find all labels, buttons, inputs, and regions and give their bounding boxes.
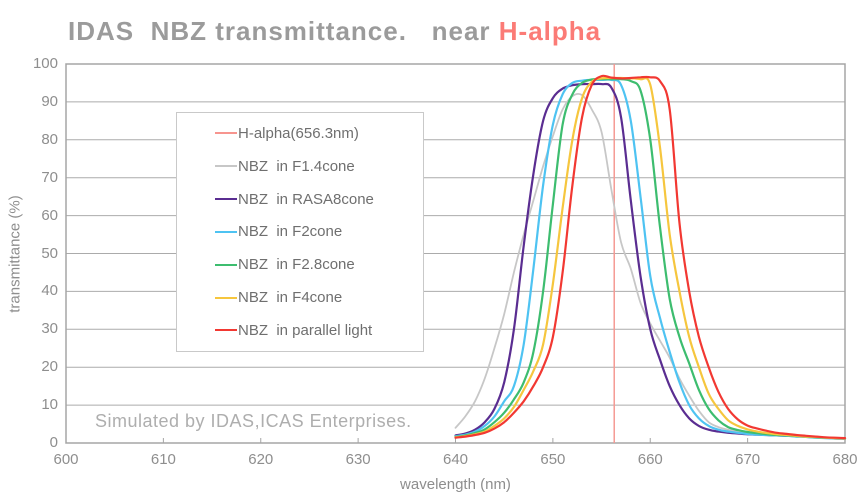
x-tick-label: 670 <box>735 451 761 468</box>
chart-title-main: IDAS NBZ transmittance. near <box>68 16 499 46</box>
y-tick-label: 60 <box>41 206 58 224</box>
y-tick-label: 20 <box>41 358 58 376</box>
y-tick-label: 30 <box>41 320 58 338</box>
legend-item-label: H-alpha(656.3nm) <box>238 124 359 142</box>
y-tick-label: 80 <box>41 130 58 148</box>
y-tick-label: 70 <box>41 168 58 186</box>
legend-swatch-line <box>215 165 237 168</box>
legend-item-label: NBZ in F2.8cone <box>238 256 355 274</box>
legend-box: H-alpha(656.3nm) NBZ in F1.4cone NBZ in RA… <box>176 112 424 352</box>
y-tick-label: 10 <box>41 396 58 414</box>
legend-item: NBZ in F4cone <box>177 289 423 306</box>
legend-item-label: NBZ in parallel light <box>238 321 373 339</box>
x-tick-label: 610 <box>150 451 176 468</box>
legend-swatch-line <box>215 132 237 135</box>
legend-swatch-line <box>215 296 237 299</box>
x-tick-label: 680 <box>832 451 858 468</box>
x-axis-title: wavelength (nm) <box>400 476 511 493</box>
x-tick-label: 600 <box>53 451 79 468</box>
legend-item: NBZ in parallel light <box>177 322 423 339</box>
chart-title: IDAS NBZ transmittance. near H-alpha <box>68 16 601 47</box>
legend-swatch-line <box>215 263 237 266</box>
x-tick-label: 620 <box>248 451 274 468</box>
legend-item-label: NBZ in F2cone <box>238 223 343 241</box>
x-tick-label: 640 <box>442 451 469 468</box>
y-tick-label: 40 <box>41 282 58 300</box>
legend-item: NBZ in F2.8cone <box>177 256 423 273</box>
legend-swatch-line <box>215 198 237 201</box>
legend-item: NBZ in F1.4cone <box>177 158 423 175</box>
y-tick-label: 0 <box>49 434 58 451</box>
legend-swatch-line <box>215 230 237 233</box>
y-tick-label: 90 <box>41 92 58 110</box>
chart-title-accent: H-alpha <box>498 16 602 46</box>
legend-item-label: NBZ in F1.4cone <box>238 157 355 175</box>
y-tick-label: 100 <box>32 55 58 72</box>
footer-note: Simulated by IDAS,ICAS Enterprises. <box>95 411 412 431</box>
curve-4 <box>454 76 847 440</box>
x-tick-label: 630 <box>345 451 371 468</box>
legend-item: NBZ in F2cone <box>177 223 423 240</box>
legend-item: H-alpha(656.3nm) <box>177 125 423 142</box>
curve-5 <box>454 74 847 440</box>
legend-item: NBZ in RASA8cone <box>177 191 423 208</box>
legend-item-label: NBZ in F4cone <box>238 289 343 307</box>
x-tick-label: 660 <box>637 451 663 468</box>
legend-swatch-line <box>215 329 237 332</box>
x-tick-label: 650 <box>540 451 566 468</box>
y-tick-label: 50 <box>41 244 58 262</box>
legend-item-label: NBZ in RASA8cone <box>238 190 374 208</box>
